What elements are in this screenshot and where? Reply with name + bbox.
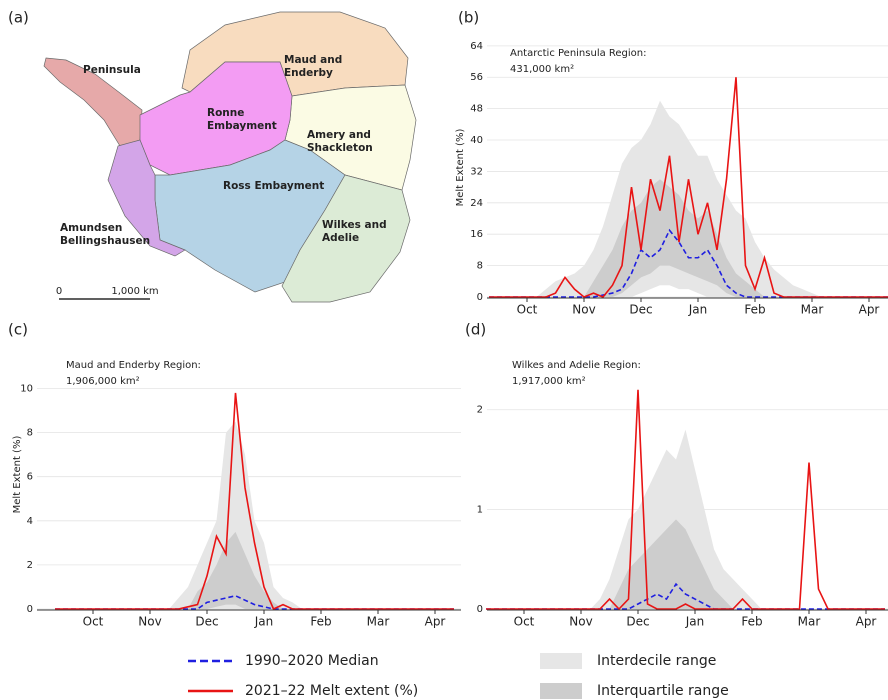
legend-swatch xyxy=(540,683,582,699)
x-tick-label: Apr xyxy=(856,615,877,629)
x-tick-label: Mar xyxy=(367,615,390,629)
panel-label: (c) xyxy=(8,321,28,339)
region-label: Peninsula xyxy=(83,64,141,76)
map-region xyxy=(107,139,186,257)
region-label: Ross Embayment xyxy=(223,180,324,192)
annotation: Wilkes and Adelie Region: xyxy=(512,360,641,371)
range-band xyxy=(489,179,888,297)
region-label: Maud and xyxy=(284,54,342,66)
region-label: Amundsen xyxy=(60,222,122,234)
x-tick-label: Oct xyxy=(517,303,538,317)
y-tick-label: 24 xyxy=(470,198,483,209)
x-tick-label: Nov xyxy=(138,615,161,629)
y-tick-label: 1 xyxy=(477,504,483,515)
region-label: Shackleton xyxy=(307,142,373,154)
x-tick-label: Nov xyxy=(572,303,595,317)
x-tick-label: Nov xyxy=(569,615,592,629)
annotation: 1,917,000 km² xyxy=(512,376,586,387)
y-tick-label: 16 xyxy=(470,229,483,240)
melt-line xyxy=(55,392,454,611)
range-band xyxy=(489,100,888,298)
region-label: Enderby xyxy=(284,67,333,79)
y-tick-label: 10 xyxy=(20,384,33,395)
x-tick-label: Dec xyxy=(195,615,218,629)
legend-label: 2021–22 Melt extent (%) xyxy=(245,683,418,699)
map-region xyxy=(281,174,411,303)
annotation: Antarctic Peninsula Region: xyxy=(510,48,647,59)
panel-label: (a) xyxy=(8,9,29,27)
y-tick-label: 2 xyxy=(477,405,483,416)
legend-label: Interdecile range xyxy=(597,653,716,669)
x-tick-label: Jan xyxy=(688,303,708,317)
annotation: Maud and Enderby Region: xyxy=(66,360,201,371)
x-tick-label: Jan xyxy=(685,615,705,629)
map-region xyxy=(139,61,293,176)
legend-label: Interquartile range xyxy=(597,683,729,699)
y-tick-label: 6 xyxy=(27,472,33,483)
range-band xyxy=(55,421,454,609)
y-tick-label: 48 xyxy=(470,104,483,115)
x-tick-label: Feb xyxy=(741,615,762,629)
annotation: 1,906,000 km² xyxy=(66,376,140,387)
y-tick-label: 64 xyxy=(470,41,483,52)
x-tick-label: Oct xyxy=(514,615,535,629)
y-tick-label: 0 xyxy=(477,604,483,615)
panel-label: (b) xyxy=(458,9,479,27)
y-tick-label: 40 xyxy=(470,135,483,146)
annotation: 431,000 km² xyxy=(510,64,574,75)
region-label: Adelie xyxy=(322,232,359,244)
x-tick-label: Feb xyxy=(744,303,765,317)
melt-line xyxy=(489,77,888,298)
region-label: Wilkes and xyxy=(322,219,387,231)
y-tick-label: 2 xyxy=(27,560,33,571)
range-band xyxy=(486,519,885,609)
range-band xyxy=(55,531,454,609)
x-tick-label: Apr xyxy=(859,303,880,317)
y-tick-label: 56 xyxy=(470,72,483,83)
y-tick-label: 32 xyxy=(470,166,483,177)
y-tick-label: 8 xyxy=(27,428,33,439)
range-band xyxy=(486,429,885,609)
y-tick-label: 8 xyxy=(477,261,483,272)
y-axis-label: Melt Extent (%) xyxy=(455,129,466,207)
x-tick-label: Apr xyxy=(425,615,446,629)
scale-label: 1,000 km xyxy=(111,286,158,297)
x-tick-label: Mar xyxy=(798,615,821,629)
legend-label: 1990–2020 Median xyxy=(245,653,379,669)
legend-swatch xyxy=(540,653,582,669)
scale-label: 0 xyxy=(56,286,62,297)
x-tick-label: Jan xyxy=(254,615,274,629)
y-tick-label: 0 xyxy=(27,604,33,615)
x-tick-label: Mar xyxy=(801,303,824,317)
y-tick-label: 4 xyxy=(27,516,33,527)
y-tick-label: 0 xyxy=(477,292,483,303)
melt-line xyxy=(486,389,885,611)
region-label: Ronne xyxy=(207,107,244,119)
x-tick-label: Oct xyxy=(83,615,104,629)
x-tick-label: Dec xyxy=(626,615,649,629)
panel-label: (d) xyxy=(465,321,486,339)
region-label: Embayment xyxy=(207,120,277,132)
y-axis-label: Melt Extent (%) xyxy=(12,436,23,514)
region-label: Amery and xyxy=(307,129,371,141)
x-tick-label: Dec xyxy=(629,303,652,317)
region-label: Bellingshausen xyxy=(60,235,150,247)
x-tick-label: Feb xyxy=(310,615,331,629)
